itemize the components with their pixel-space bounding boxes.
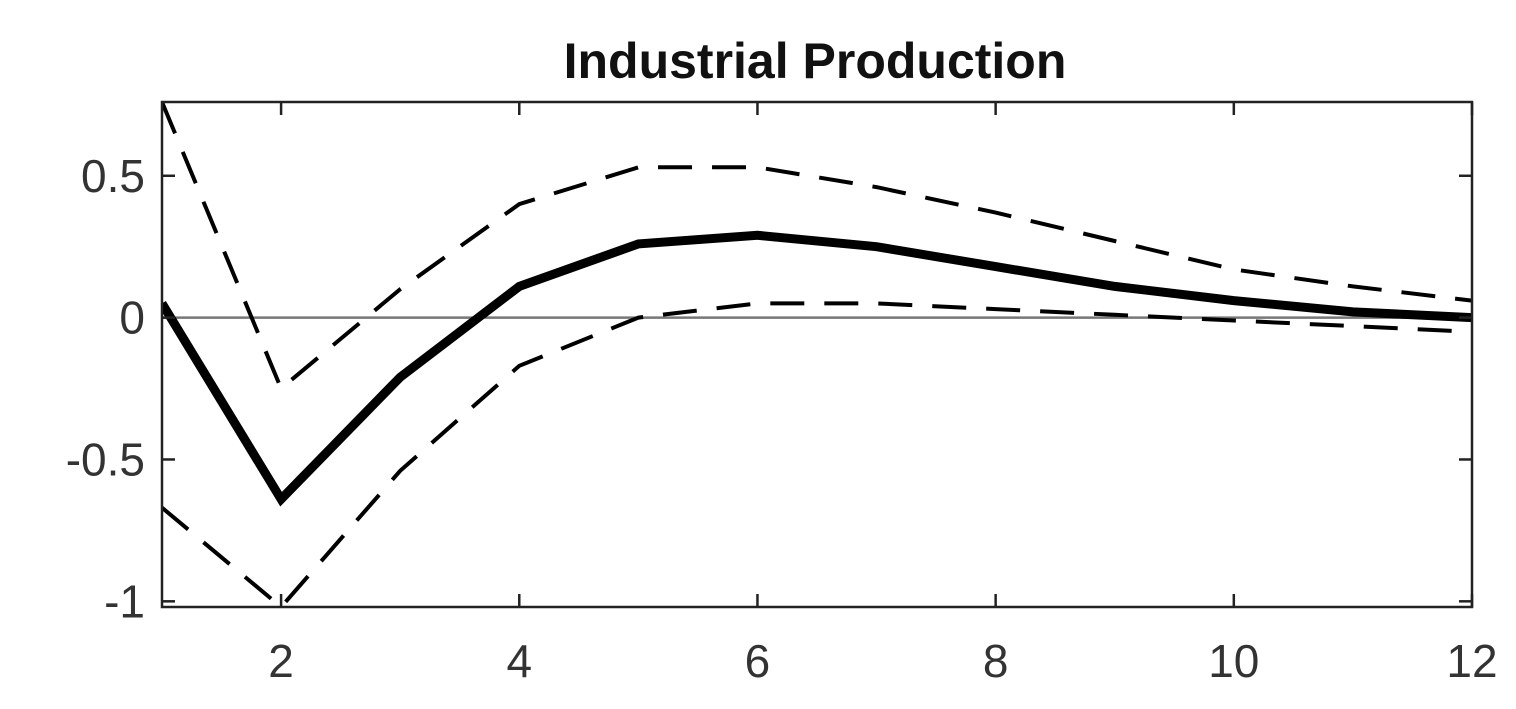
upper-band-line <box>162 102 1472 392</box>
x-tick-label: 4 <box>506 635 532 687</box>
x-tick-label: 2 <box>268 635 294 687</box>
y-tick-label: 0.5 <box>81 150 145 202</box>
x-tick-label: 10 <box>1208 635 1259 687</box>
chart-title: Industrial Production <box>564 33 1067 89</box>
lower-band-line <box>162 301 1472 607</box>
y-tick-label: -0.5 <box>66 433 145 485</box>
x-tick-label: 12 <box>1446 635 1497 687</box>
plot-area: 2 4 6 8 10 12 0.5 0 -0.5 -1 <box>66 100 1498 687</box>
y-tick-label: 0 <box>119 292 145 344</box>
x-tick-label: 8 <box>983 635 1009 687</box>
impulse-response-line <box>162 230 1472 507</box>
plot-frame <box>160 100 1474 609</box>
x-tick-label: 6 <box>745 635 771 687</box>
y-tick-label: -1 <box>104 575 145 627</box>
series-group <box>162 102 1472 607</box>
